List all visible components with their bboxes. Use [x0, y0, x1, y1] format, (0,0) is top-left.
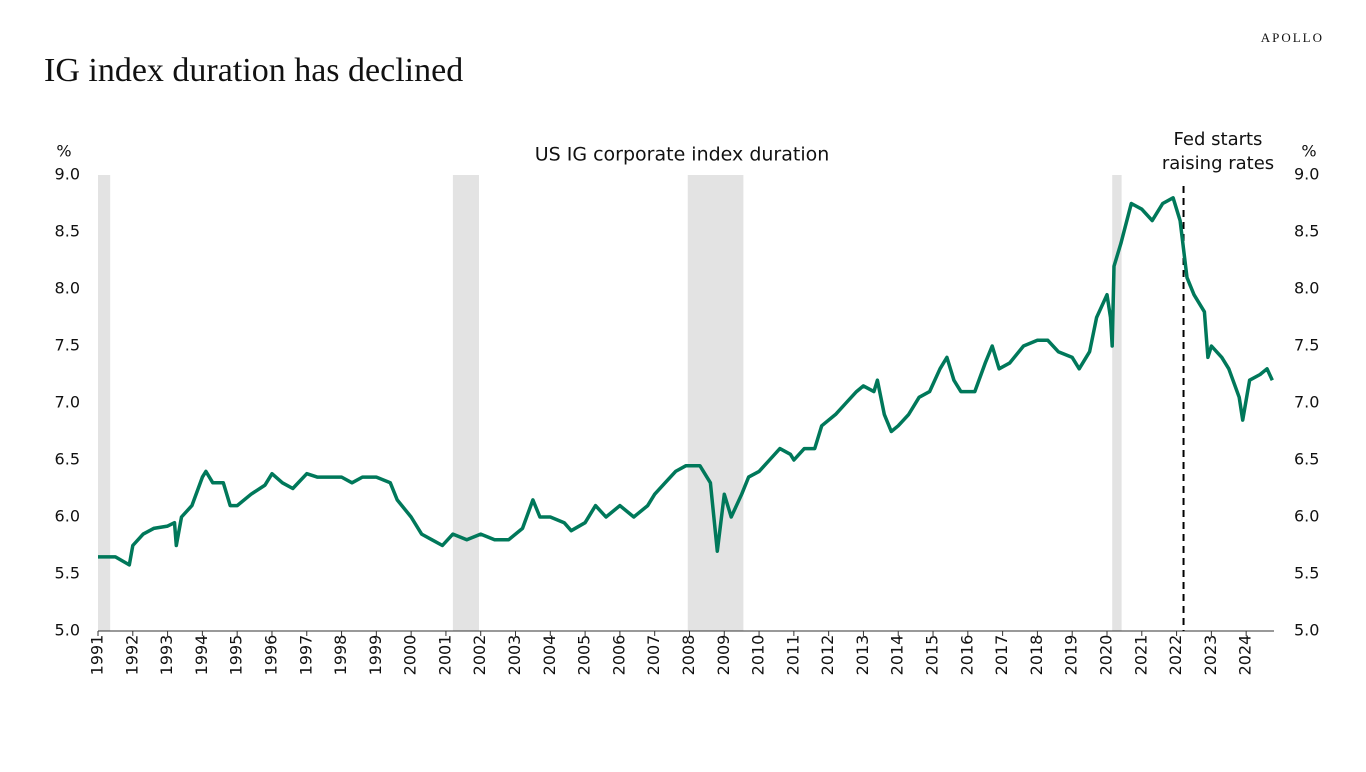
x-tick-label: 2015 [923, 635, 942, 676]
x-tick-label: 2013 [853, 635, 872, 676]
y-tick-label: 8.0 [55, 279, 80, 298]
y2-axis-label: % [1301, 142, 1316, 161]
x-tick-label: 2009 [714, 635, 733, 676]
y2-tick-label: 9.0 [1294, 165, 1319, 184]
x-tick-label: 2003 [505, 635, 524, 676]
x-tick-label: 2006 [609, 635, 628, 676]
y-tick-label: 7.0 [55, 393, 80, 412]
x-tick-label: 2008 [679, 635, 698, 676]
recession-band [452, 175, 479, 631]
y-tick-label: 9.0 [55, 165, 80, 184]
x-tick-label: 1997 [296, 635, 315, 676]
x-tick-label: 1992 [122, 635, 141, 676]
y2-tick-label: 5.0 [1294, 621, 1319, 640]
x-tick-label: 2022 [1166, 635, 1185, 676]
x-tick-label: 2014 [888, 635, 907, 676]
y2-tick-label: 6.5 [1294, 450, 1319, 469]
y-tick-label: 5.5 [55, 564, 80, 583]
y2-tick-label: 7.0 [1294, 393, 1319, 412]
x-tick-label: 1991 [88, 635, 107, 676]
x-tick-label: 2021 [1131, 635, 1150, 676]
recession-band [687, 175, 744, 631]
brand: APOLLO [1261, 30, 1324, 45]
x-tick-label: 2001 [435, 635, 454, 676]
chart-title: IG index duration has declined [44, 52, 463, 89]
y2-tick-label: 6.0 [1294, 507, 1319, 526]
x-tick-label: 1999 [366, 635, 385, 676]
x-tick-label: 2023 [1201, 635, 1220, 676]
y2-tick-label: 5.5 [1294, 564, 1319, 583]
y-tick-label: 6.0 [55, 507, 80, 526]
x-tick-label: 1998 [331, 635, 350, 676]
y-tick-label: 5.0 [55, 621, 80, 640]
recession-band [1112, 175, 1122, 631]
x-tick-label: 2010 [749, 635, 768, 676]
y2-tick-label: 7.5 [1294, 336, 1319, 355]
y-axis-label: % [56, 142, 71, 161]
recession-band [98, 175, 111, 631]
y2-tick-label: 8.5 [1294, 222, 1319, 241]
x-tick-label: 2016 [957, 635, 976, 676]
annotation-text: raising rates [1162, 153, 1274, 174]
x-tick-label: 2007 [644, 635, 663, 676]
x-tick-label: 2019 [1062, 635, 1081, 676]
x-tick-label: 1996 [261, 635, 280, 676]
x-tick-label: 1993 [157, 635, 176, 676]
x-tick-label: 2024 [1236, 635, 1255, 676]
x-tick-label: 1995 [227, 635, 246, 676]
x-tick-label: 2017 [992, 635, 1011, 676]
x-tick-label: 2020 [1096, 635, 1115, 676]
x-tick-label: 2000 [401, 635, 420, 676]
x-tick-label: 1994 [192, 635, 211, 676]
chart-subtitle: US IG corporate index duration [535, 144, 830, 166]
y-tick-label: 6.5 [55, 450, 80, 469]
y2-tick-label: 8.0 [1294, 279, 1319, 298]
data-line [98, 196, 1274, 567]
x-tick-label: 2004 [540, 635, 559, 676]
x-tick-label: 2018 [1027, 635, 1046, 676]
x-tick-label: 2011 [783, 635, 802, 676]
x-tick-label: 2012 [818, 635, 837, 676]
y-tick-label: 8.5 [55, 222, 80, 241]
x-tick-label: 2002 [470, 635, 489, 676]
x-tick-label: 2005 [575, 635, 594, 676]
annotation-text: Fed starts [1174, 129, 1263, 150]
y-tick-label: 7.5 [55, 336, 80, 355]
